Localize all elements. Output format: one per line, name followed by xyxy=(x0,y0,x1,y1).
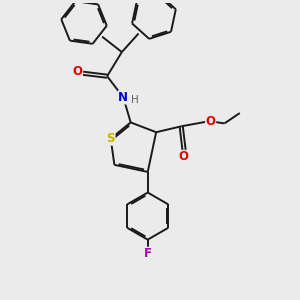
Text: O: O xyxy=(206,115,216,128)
Text: S: S xyxy=(106,132,115,145)
Text: F: F xyxy=(144,247,152,260)
Text: O: O xyxy=(72,65,82,78)
Text: H: H xyxy=(130,95,138,105)
Text: O: O xyxy=(178,150,188,164)
Text: N: N xyxy=(118,91,128,104)
